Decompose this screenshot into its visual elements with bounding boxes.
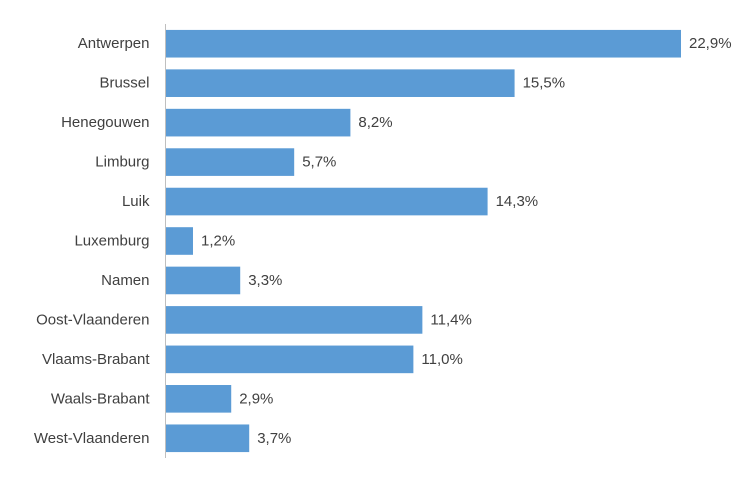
category-label: Luik	[122, 193, 150, 210]
category-label: Henegouwen	[61, 114, 149, 131]
category-label: Brussel	[99, 75, 149, 92]
bar-antwerpen	[166, 29, 681, 58]
bar-brussel	[166, 69, 515, 97]
value-label: 2,9%	[239, 390, 273, 407]
value-label: 3,3%	[248, 272, 282, 289]
bar-henegouwen	[166, 108, 351, 137]
bar-west-vlaanderen	[166, 424, 250, 453]
value-label: 8,2%	[358, 114, 392, 131]
bar-luik	[166, 187, 488, 216]
value-label: 22,9%	[689, 35, 732, 52]
bar-vlaams-brabant	[166, 345, 414, 374]
category-label: Vlaams-Brabant	[42, 351, 150, 368]
category-labels-group: Antwerpen Brussel Henegouwen Limburg Luik Lux…	[34, 35, 150, 447]
value-labels-group: 22,9% 15,5% 8,2% 5,7% 14,3% 1,2% 3,3% 11,4% 11,0…	[201, 35, 732, 447]
category-label: West-Vlaanderen	[34, 430, 150, 447]
category-label: Namen	[101, 272, 149, 289]
category-label: Oost-Vlaanderen	[36, 311, 149, 328]
bars-group	[166, 29, 681, 453]
category-label: Limburg	[95, 154, 149, 171]
category-label: Luxemburg	[74, 233, 149, 250]
bar-oost-vlaanderen	[166, 306, 423, 334]
value-label: 11,0%	[421, 351, 462, 368]
category-label: Antwerpen	[78, 35, 150, 52]
bar-limburg	[166, 148, 295, 176]
bar-waals-brabant	[166, 385, 232, 413]
value-label: 11,4%	[430, 311, 471, 328]
value-label: 5,7%	[302, 154, 336, 171]
value-label: 15,5%	[523, 75, 566, 92]
bar-luxemburg	[166, 227, 193, 255]
value-label: 14,3%	[496, 193, 539, 210]
value-label: 3,7%	[257, 430, 291, 447]
category-label: Waals-Brabant	[51, 390, 150, 407]
bar-namen	[166, 266, 241, 295]
value-label: 1,2%	[201, 233, 235, 250]
